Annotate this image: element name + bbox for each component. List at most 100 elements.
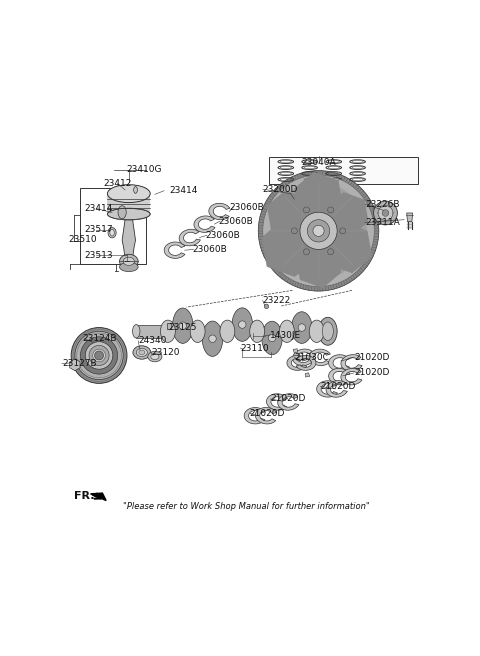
Circle shape (95, 351, 104, 360)
Circle shape (392, 212, 394, 214)
Polygon shape (267, 190, 312, 238)
Ellipse shape (133, 186, 137, 194)
Text: 21020D: 21020D (321, 382, 356, 391)
Ellipse shape (232, 308, 252, 341)
Text: 23060B: 23060B (205, 231, 240, 240)
Text: "Please refer to Work Shop Manual for further information": "Please refer to Work Shop Manual for fu… (122, 502, 370, 512)
Text: 23120: 23120 (151, 348, 180, 357)
Polygon shape (296, 356, 316, 371)
Polygon shape (266, 394, 288, 410)
Polygon shape (293, 349, 297, 353)
Polygon shape (294, 172, 343, 223)
Circle shape (270, 182, 367, 279)
Ellipse shape (190, 320, 205, 342)
Polygon shape (209, 203, 230, 220)
Ellipse shape (322, 322, 334, 340)
Ellipse shape (160, 320, 175, 342)
Ellipse shape (319, 318, 337, 345)
Circle shape (75, 331, 123, 380)
Polygon shape (305, 373, 310, 377)
Text: 23110: 23110 (240, 344, 269, 352)
Text: 1430JE: 1430JE (270, 331, 301, 340)
Circle shape (381, 205, 383, 208)
Circle shape (378, 205, 393, 220)
Ellipse shape (298, 324, 306, 331)
Ellipse shape (108, 228, 116, 238)
Text: 23127B: 23127B (62, 359, 96, 368)
Bar (164, 326, 324, 337)
Circle shape (93, 349, 106, 362)
Circle shape (377, 212, 379, 214)
Circle shape (263, 175, 374, 287)
Circle shape (381, 218, 383, 220)
Circle shape (300, 213, 337, 249)
Text: 24340: 24340 (138, 336, 167, 345)
Bar (81, 188, 145, 264)
Text: 21020D: 21020D (354, 353, 389, 362)
Text: 21020D: 21020D (354, 369, 389, 377)
Text: 23513: 23513 (84, 251, 113, 260)
Text: 23040A: 23040A (301, 157, 336, 167)
Polygon shape (341, 355, 362, 371)
Text: 23124B: 23124B (83, 334, 117, 343)
Polygon shape (244, 407, 265, 424)
Polygon shape (317, 380, 337, 397)
Text: 23414: 23414 (170, 186, 198, 195)
Ellipse shape (309, 320, 324, 342)
Polygon shape (329, 369, 350, 385)
Ellipse shape (239, 321, 246, 328)
Circle shape (264, 304, 269, 308)
Ellipse shape (209, 335, 216, 342)
Bar (269, 157, 418, 184)
Ellipse shape (120, 262, 138, 272)
Circle shape (258, 171, 379, 291)
Ellipse shape (118, 206, 126, 218)
Circle shape (303, 207, 310, 213)
Polygon shape (287, 356, 307, 371)
Text: 21030C: 21030C (294, 353, 329, 362)
Circle shape (85, 342, 113, 369)
Text: 23200D: 23200D (263, 185, 298, 194)
Polygon shape (70, 359, 80, 371)
Text: 23060B: 23060B (218, 217, 253, 226)
Polygon shape (407, 213, 413, 222)
Text: 23226B: 23226B (365, 199, 399, 209)
Polygon shape (194, 216, 215, 232)
Text: 23510: 23510 (68, 235, 97, 243)
Polygon shape (329, 355, 349, 371)
Text: 23517: 23517 (84, 225, 113, 234)
Ellipse shape (279, 320, 294, 342)
Text: 23414: 23414 (84, 204, 112, 213)
Text: 23311A: 23311A (365, 218, 400, 227)
Ellipse shape (250, 320, 264, 342)
Circle shape (303, 249, 310, 255)
Ellipse shape (132, 325, 140, 338)
Circle shape (81, 337, 118, 374)
Ellipse shape (120, 255, 138, 268)
Text: 23222: 23222 (263, 296, 291, 305)
Polygon shape (309, 349, 330, 365)
Polygon shape (91, 493, 106, 501)
Bar (108, 199, 150, 214)
Circle shape (373, 201, 397, 225)
Ellipse shape (220, 320, 235, 342)
Circle shape (382, 210, 389, 216)
Text: 23412: 23412 (104, 179, 132, 188)
Text: 23410G: 23410G (126, 165, 161, 174)
Text: 21020D: 21020D (250, 409, 285, 418)
Polygon shape (262, 218, 317, 277)
Circle shape (328, 249, 334, 255)
Ellipse shape (108, 209, 150, 220)
Ellipse shape (268, 335, 276, 342)
Polygon shape (296, 241, 341, 288)
Bar (136, 325, 172, 338)
Text: FR.: FR. (74, 491, 95, 501)
Circle shape (388, 218, 390, 220)
Text: 23125: 23125 (168, 323, 196, 332)
Ellipse shape (108, 185, 150, 203)
Text: 21020D: 21020D (270, 394, 306, 403)
Ellipse shape (139, 350, 145, 355)
Polygon shape (277, 394, 299, 410)
Polygon shape (326, 380, 348, 398)
Polygon shape (164, 242, 185, 258)
